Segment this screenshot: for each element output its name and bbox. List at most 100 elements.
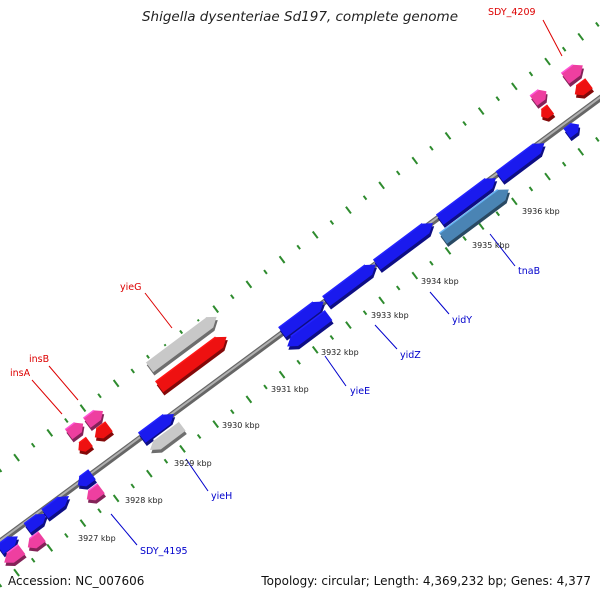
tick-mark (378, 181, 385, 190)
tick-mark (230, 294, 235, 300)
scale-label: 3929 kbp (174, 459, 212, 468)
tick-mark (296, 244, 301, 250)
accession-text: Accession: NC_007606 (8, 574, 145, 588)
tick-mark (528, 71, 534, 77)
tick-mark (329, 219, 335, 225)
gene-label-sdy_4209: SDY_4209 (488, 7, 536, 18)
gene-4209-red-b (574, 78, 594, 99)
gene-yieG-red (155, 336, 228, 396)
tick-mark (495, 96, 501, 102)
leader-line-insa (31, 379, 63, 415)
tick-mark (0, 583, 3, 588)
gene-3927-pink-a (4, 544, 27, 566)
tick-mark (577, 32, 585, 41)
tick-mark (278, 255, 286, 264)
gene-label-tnab: tnaB (518, 266, 540, 277)
tick-mark (345, 206, 352, 215)
tick-mark (79, 404, 87, 413)
scale-label: 3933 kbp (371, 311, 409, 320)
gene-3933-upper (372, 223, 435, 273)
tick-mark (46, 543, 54, 552)
tick-mark (544, 57, 551, 66)
tick-mark (411, 271, 419, 280)
tick-mark (212, 305, 220, 314)
gene-label-yidy: yidY (452, 315, 472, 326)
gene-label-yiee: yieE (350, 386, 370, 397)
gene-SDY_4195 (86, 483, 106, 504)
tick-mark (30, 557, 36, 563)
gene-SDY_4209-a (529, 89, 548, 109)
gene-insA (64, 421, 85, 443)
tick-mark (528, 186, 534, 192)
tick-mark (395, 170, 401, 176)
gene-3936-upper (563, 122, 581, 142)
scale-label: 3928 kbp (125, 496, 163, 505)
tick-mark (146, 469, 153, 478)
tick-mark (30, 442, 36, 448)
gene-label-sdy_4195: SDY_4195 (140, 546, 188, 557)
gene-3928-rev (77, 469, 97, 490)
tick-mark (212, 420, 220, 429)
tick-mark (511, 82, 518, 91)
tick-mark (477, 222, 485, 231)
tick-mark (411, 156, 419, 165)
tick-mark (311, 345, 319, 354)
gene-SDY_4209-b (560, 64, 584, 87)
genome-summary: Topology: circular; Length: 4,369,232 bp… (261, 574, 591, 588)
leader-line-yidy (429, 291, 450, 315)
scale-label: 3931 kbp (271, 385, 309, 394)
tick-mark (46, 428, 54, 437)
tick-mark (477, 107, 485, 116)
tick-mark (395, 285, 401, 291)
tick-mark (179, 444, 186, 453)
tick-mark (112, 379, 120, 388)
gene-label-insa: insA (10, 368, 31, 379)
tick-mark (311, 230, 319, 239)
tick-mark (130, 483, 135, 489)
tick-mark (329, 334, 335, 340)
gene-ins-red-b (94, 421, 114, 442)
gene-yieE (287, 310, 334, 350)
tick-mark (429, 260, 434, 266)
scale-label: 3935 kbp (472, 241, 510, 250)
tick-mark (64, 532, 69, 539)
leader-line-insb (48, 365, 79, 401)
leader-line-tnab (489, 233, 516, 267)
tick-mark (97, 393, 102, 399)
leader-line-yiee (324, 355, 347, 387)
tick-mark (196, 433, 202, 440)
gene-3927-pink-b (27, 531, 47, 552)
tick-mark (163, 458, 169, 464)
map-title: Shigella dysenteriae Sd197, complete gen… (141, 9, 459, 25)
gene-3930-a (137, 414, 176, 446)
scale-label: 3927 kbp (78, 534, 116, 543)
gene-tnaB (438, 189, 510, 247)
lower-tick-line (0, 136, 600, 588)
tick-mark (13, 453, 20, 462)
scale-label: 3936 kbp (522, 207, 560, 216)
scale-label: 3934 kbp (421, 277, 459, 286)
leader-line-yieh (185, 458, 209, 492)
tick-mark (577, 147, 585, 156)
gene-label-insb: insB (29, 354, 49, 365)
scale-label: 3930 kbp (222, 421, 260, 430)
tick-mark (462, 120, 467, 126)
tick-mark (64, 417, 69, 424)
map-labels: 3927 kbp 3928 kbp 3929 kbp 3930 kbp 3931 kbp… (10, 7, 560, 557)
tick-mark (296, 359, 301, 365)
tick-mark (230, 409, 235, 415)
gene-3927-a (0, 536, 19, 558)
leader-line-sdy_4209 (542, 19, 563, 57)
tick-mark (544, 172, 551, 181)
gene-label-yieg: yieG (120, 282, 141, 293)
gene-4209-red-a (540, 104, 556, 122)
gene-3927-b (23, 513, 48, 536)
tick-mark (245, 280, 253, 289)
leader-line-sdy_4195 (110, 513, 138, 546)
gene-label-yidz: yidZ (400, 350, 421, 361)
tick-mark (345, 321, 352, 330)
gene-3927-c (41, 496, 71, 522)
tick-mark (444, 246, 452, 255)
tick-mark (462, 235, 467, 241)
